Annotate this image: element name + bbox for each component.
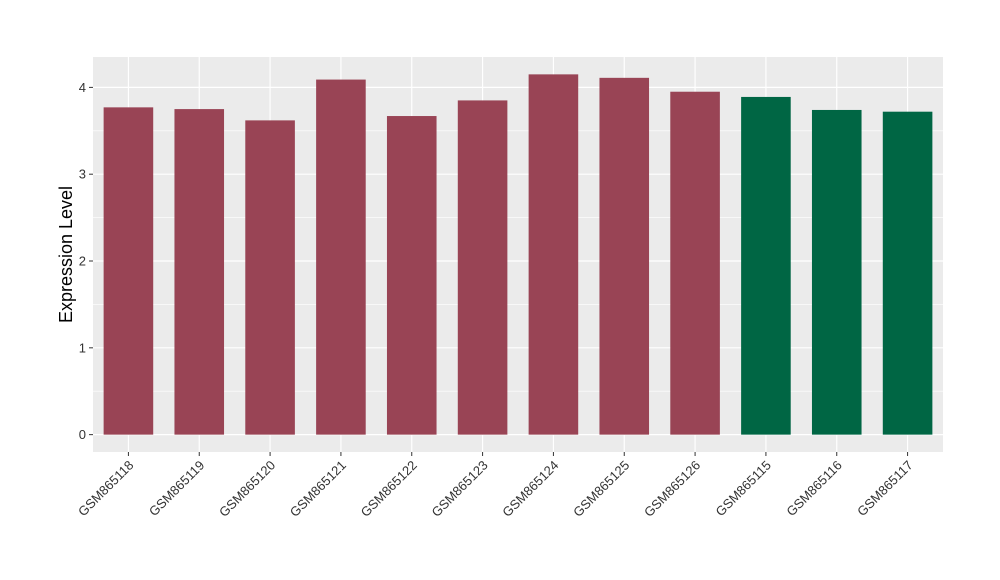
bar-GSM865116 — [811, 109, 862, 435]
bar-GSM865120 — [245, 120, 295, 435]
x-tick-label: GSM865124 — [499, 458, 561, 520]
bar-GSM865125 — [599, 77, 650, 435]
y-axis-title: Expression Level — [56, 186, 76, 323]
x-axis: GSM865118 GSM865119 GSM865120 GSM865121 GSM8… — [75, 452, 916, 520]
plot-panel — [93, 57, 943, 452]
bar-GSM865123 — [457, 100, 508, 435]
bar-GSM865115 — [741, 96, 791, 435]
x-tick-label: GSM865118 — [75, 458, 137, 520]
bar-GSM865119 — [174, 109, 225, 435]
x-tick-label: GSM865120 — [216, 458, 278, 520]
y-tick-label: 1 — [79, 340, 86, 355]
bar-GSM865118 — [103, 107, 154, 435]
minor-gridlines — [93, 130, 943, 392]
y-axis: 0 1 2 3 4 — [79, 80, 93, 442]
y-tick-label: 2 — [79, 254, 86, 269]
x-tick-label: GSM865122 — [358, 458, 420, 520]
bar-GSM865121 — [316, 79, 366, 435]
x-tick-label: GSM865123 — [428, 458, 490, 520]
x-tick-label: GSM865119 — [146, 458, 208, 520]
x-tick-label: GSM865121 — [287, 458, 349, 520]
x-tick-label: GSM865117 — [854, 458, 916, 520]
x-tick-label: GSM865125 — [570, 458, 632, 520]
y-tick-label: 0 — [79, 427, 86, 442]
bar-GSM865126 — [670, 91, 720, 435]
x-tick-label: GSM865116 — [783, 458, 845, 520]
x-tick-label: GSM865115 — [712, 458, 774, 520]
bar-GSM865117 — [882, 111, 933, 435]
x-tick-label: GSM865126 — [641, 458, 703, 520]
bar-GSM865124 — [528, 74, 579, 435]
y-tick-label: 4 — [79, 80, 86, 95]
bars — [103, 74, 933, 435]
y-tick-label: 3 — [79, 167, 86, 182]
bar-GSM865122 — [386, 116, 437, 435]
